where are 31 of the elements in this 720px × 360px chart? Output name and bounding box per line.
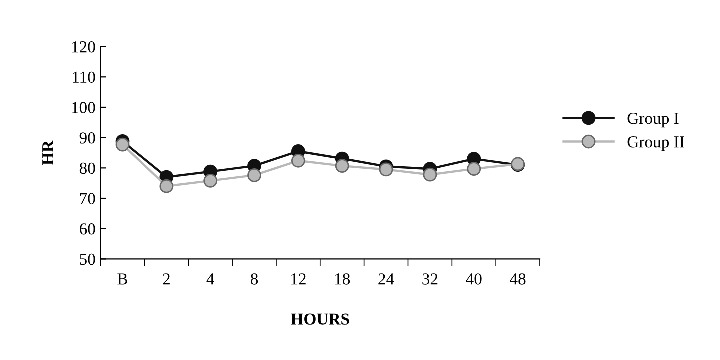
point — [116, 138, 130, 152]
y-tick-label: 90 — [80, 132, 96, 144]
point — [467, 162, 482, 176]
point — [204, 174, 218, 188]
point — [291, 154, 306, 168]
x-tick-label: 18 — [335, 274, 350, 285]
x-axis-title: HOURS — [291, 314, 350, 325]
y-tick-label: 50 — [80, 254, 96, 266]
y-tick-label: 80 — [80, 162, 96, 174]
x-tick-label: 48 — [510, 274, 526, 285]
point — [379, 162, 394, 177]
x-tick-label: 40 — [466, 274, 482, 285]
x-tick-label: 24 — [378, 274, 394, 285]
legend-label: Group I — [628, 113, 679, 128]
x-tick-label: 2 — [163, 274, 170, 285]
x-tick-label: 4 — [206, 274, 215, 285]
x-tick-label: 32 — [422, 274, 438, 285]
x-tick-label: 12 — [292, 274, 306, 285]
point — [160, 179, 174, 194]
y-tick-label: 120 — [72, 42, 96, 53]
y-axis-title: HR — [42, 140, 54, 166]
y-tick-label: 100 — [72, 102, 96, 114]
point — [335, 159, 350, 173]
point — [248, 168, 262, 182]
point — [423, 168, 438, 182]
y-tick-label: 110 — [73, 72, 96, 84]
legend-label: Group II — [628, 136, 684, 152]
x-tick-label: 8 — [250, 274, 258, 285]
y-tick-label: 70 — [80, 193, 96, 204]
y-tick-label: 60 — [80, 224, 96, 235]
x-tick-label: B — [118, 274, 128, 285]
